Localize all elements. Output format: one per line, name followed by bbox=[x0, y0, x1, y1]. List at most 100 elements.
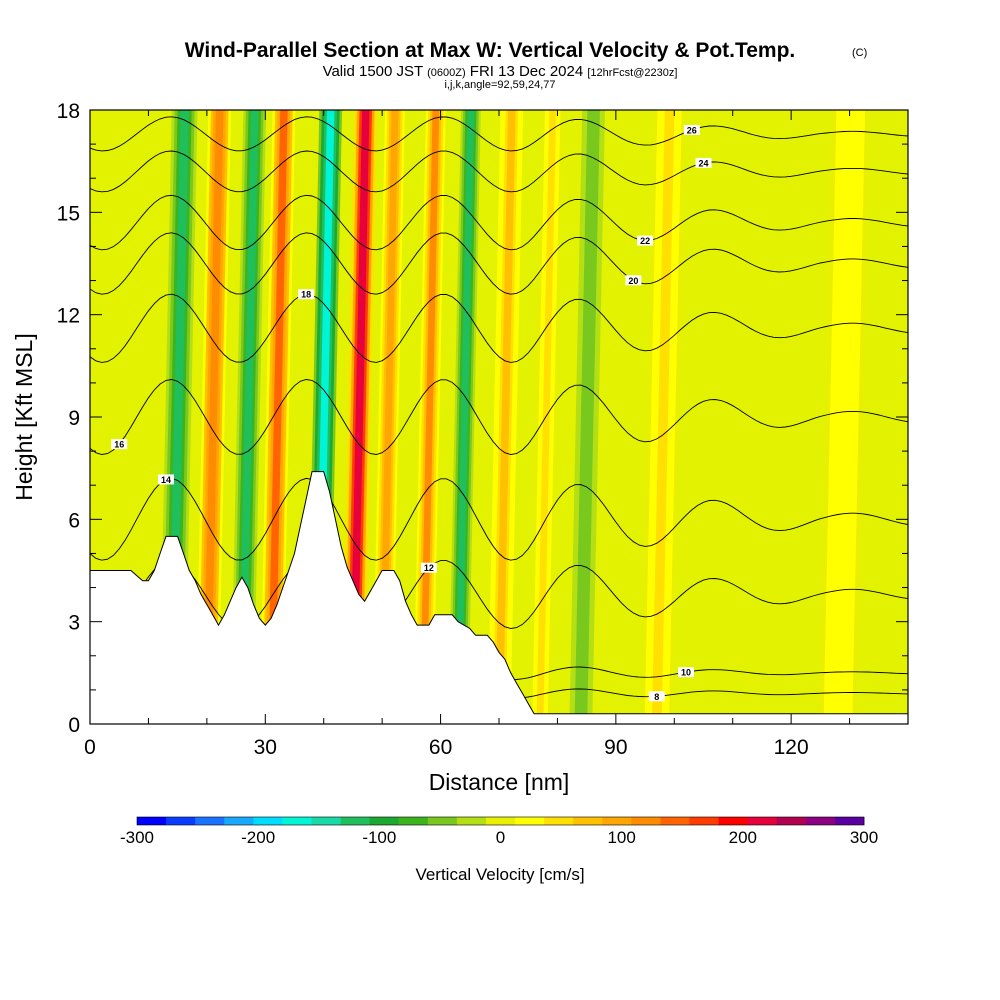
contour-label: 8 bbox=[654, 692, 659, 702]
y-axis-label: Height [Kft MSL] bbox=[11, 333, 37, 500]
contour-label: 26 bbox=[687, 125, 697, 135]
velocity-band bbox=[203, 110, 224, 724]
y-axis: 0 3 6 9 12 15 18 bbox=[57, 100, 908, 737]
contour-label: 12 bbox=[424, 563, 434, 573]
colorbar-swatch bbox=[573, 817, 603, 825]
colorbar-swatch bbox=[456, 817, 487, 825]
contour-label: 20 bbox=[628, 276, 638, 286]
colorbar-swatch bbox=[137, 817, 167, 825]
velocity-band bbox=[495, 110, 516, 724]
contour-label: 16 bbox=[114, 440, 124, 450]
x-tick-label: 30 bbox=[254, 736, 277, 759]
velocity-band bbox=[238, 110, 259, 724]
plot-area: 8 10 12 14 16 18 20 22 24 26 bbox=[90, 110, 908, 724]
theta-contour-line bbox=[90, 293, 908, 363]
y-tick-label: 0 bbox=[68, 714, 80, 737]
colorbar-swatch bbox=[427, 817, 458, 825]
x-axis: 0 30 60 90 120 bbox=[84, 110, 909, 759]
contour-label: 22 bbox=[640, 236, 650, 246]
x-tick-label: 60 bbox=[429, 736, 452, 759]
y-tick-label: 6 bbox=[68, 509, 80, 532]
x-tick-label: 0 bbox=[84, 736, 96, 759]
terrain-mask bbox=[90, 471, 908, 724]
contour-label-bg bbox=[111, 439, 128, 450]
velocity-band bbox=[267, 110, 288, 724]
velocity-band bbox=[832, 110, 857, 724]
contour-label: 10 bbox=[681, 668, 691, 678]
y-tick-label: 18 bbox=[57, 100, 80, 123]
contour-label-bg bbox=[683, 124, 700, 135]
valid-date: FRI 13 Dec 2024 bbox=[470, 63, 583, 80]
colorbar-swatch bbox=[689, 817, 719, 825]
contour-label-bg bbox=[648, 691, 665, 702]
y-tick-label: 15 bbox=[57, 202, 80, 225]
colorbar-swatch bbox=[224, 817, 254, 825]
colorbar-swatch bbox=[195, 817, 225, 825]
colorbar-swatch bbox=[282, 817, 312, 825]
colorbar-swatch bbox=[834, 817, 865, 825]
contour-label-bg bbox=[637, 235, 654, 246]
colorbar-swatch bbox=[340, 817, 371, 825]
colorbar-tick-label: 100 bbox=[607, 828, 635, 847]
colorbar-swatch bbox=[544, 817, 574, 825]
valid-prefix: Valid 1500 JST bbox=[323, 63, 423, 80]
colorbar-swatch bbox=[718, 817, 749, 825]
colorbar-swatch bbox=[631, 817, 661, 825]
colorbar-swatch bbox=[805, 817, 836, 825]
colorbar-tick-label: 0 bbox=[496, 828, 505, 847]
colorbar-swatch bbox=[398, 817, 429, 825]
colorbar-swatch bbox=[515, 817, 545, 825]
contour-label-bg bbox=[695, 157, 712, 168]
velocity-band bbox=[651, 110, 675, 724]
colorbar-tick-label: -300 bbox=[120, 828, 154, 847]
colorbar-swatch bbox=[485, 817, 516, 825]
colorbar-label: Vertical Velocity [cm/s] bbox=[415, 865, 584, 884]
velocity-band bbox=[577, 110, 598, 724]
colorbar-swatch bbox=[602, 817, 632, 825]
grid-indices: i,j,k,angle=92,59,24,77 bbox=[444, 79, 555, 91]
x-axis-label: Distance [nm] bbox=[429, 769, 570, 795]
colorbar-swatch bbox=[311, 817, 341, 825]
contour-label: 24 bbox=[698, 158, 708, 168]
contour-label: 14 bbox=[161, 475, 171, 485]
contour-label: 18 bbox=[301, 290, 311, 300]
contour-label-bg bbox=[298, 289, 315, 300]
colorbar-swatch bbox=[253, 817, 283, 825]
valid-time-line: Valid 1500 JST (0600Z) FRI 13 Dec 2024 [… bbox=[323, 63, 678, 80]
y-tick-label: 9 bbox=[68, 407, 80, 430]
colorbar-tick-label: -200 bbox=[241, 828, 275, 847]
y-tick-label: 3 bbox=[68, 612, 80, 635]
contour-label-bg bbox=[420, 562, 437, 573]
colorbar-swatch bbox=[166, 817, 196, 825]
x-tick-label: 90 bbox=[604, 736, 627, 759]
theta-contour-line bbox=[90, 194, 908, 251]
contour-label-bg bbox=[625, 275, 642, 286]
colorbar-tick-label: 300 bbox=[850, 828, 878, 847]
forecast-info: [12hrFcst@2230z] bbox=[587, 67, 677, 79]
colorbar-tick-label: 200 bbox=[729, 828, 757, 847]
velocity-band bbox=[536, 110, 557, 724]
contour-label-bg bbox=[677, 667, 694, 678]
theta-contour-line bbox=[90, 116, 908, 152]
colorbar-swatch bbox=[369, 817, 400, 825]
colorbar-swatch bbox=[747, 817, 778, 825]
colorbar-swatch bbox=[660, 817, 690, 825]
contour-label-bg bbox=[157, 474, 174, 485]
velocity-band bbox=[349, 110, 370, 724]
theta-contour-line bbox=[90, 379, 908, 455]
colorbar-tick-label: -100 bbox=[362, 828, 396, 847]
copyright-mark: (C) bbox=[852, 47, 867, 59]
colorbar-swatch bbox=[776, 817, 807, 825]
colorbar-ticks: -300 -200 -100 0 100 200 300 bbox=[120, 828, 878, 847]
chart-title: Wind-Parallel Section at Max W: Vertical… bbox=[185, 39, 796, 62]
valid-utc: (0600Z) bbox=[427, 67, 466, 79]
colorbar-frame bbox=[136, 816, 865, 826]
theta-contour-line bbox=[90, 232, 908, 295]
velocity-band bbox=[454, 110, 475, 724]
theta-contour-line bbox=[90, 150, 908, 193]
theta-contour-line bbox=[90, 477, 908, 561]
colorbar bbox=[136, 816, 865, 826]
x-tick-label: 120 bbox=[774, 736, 809, 759]
y-tick-label: 12 bbox=[57, 305, 80, 328]
